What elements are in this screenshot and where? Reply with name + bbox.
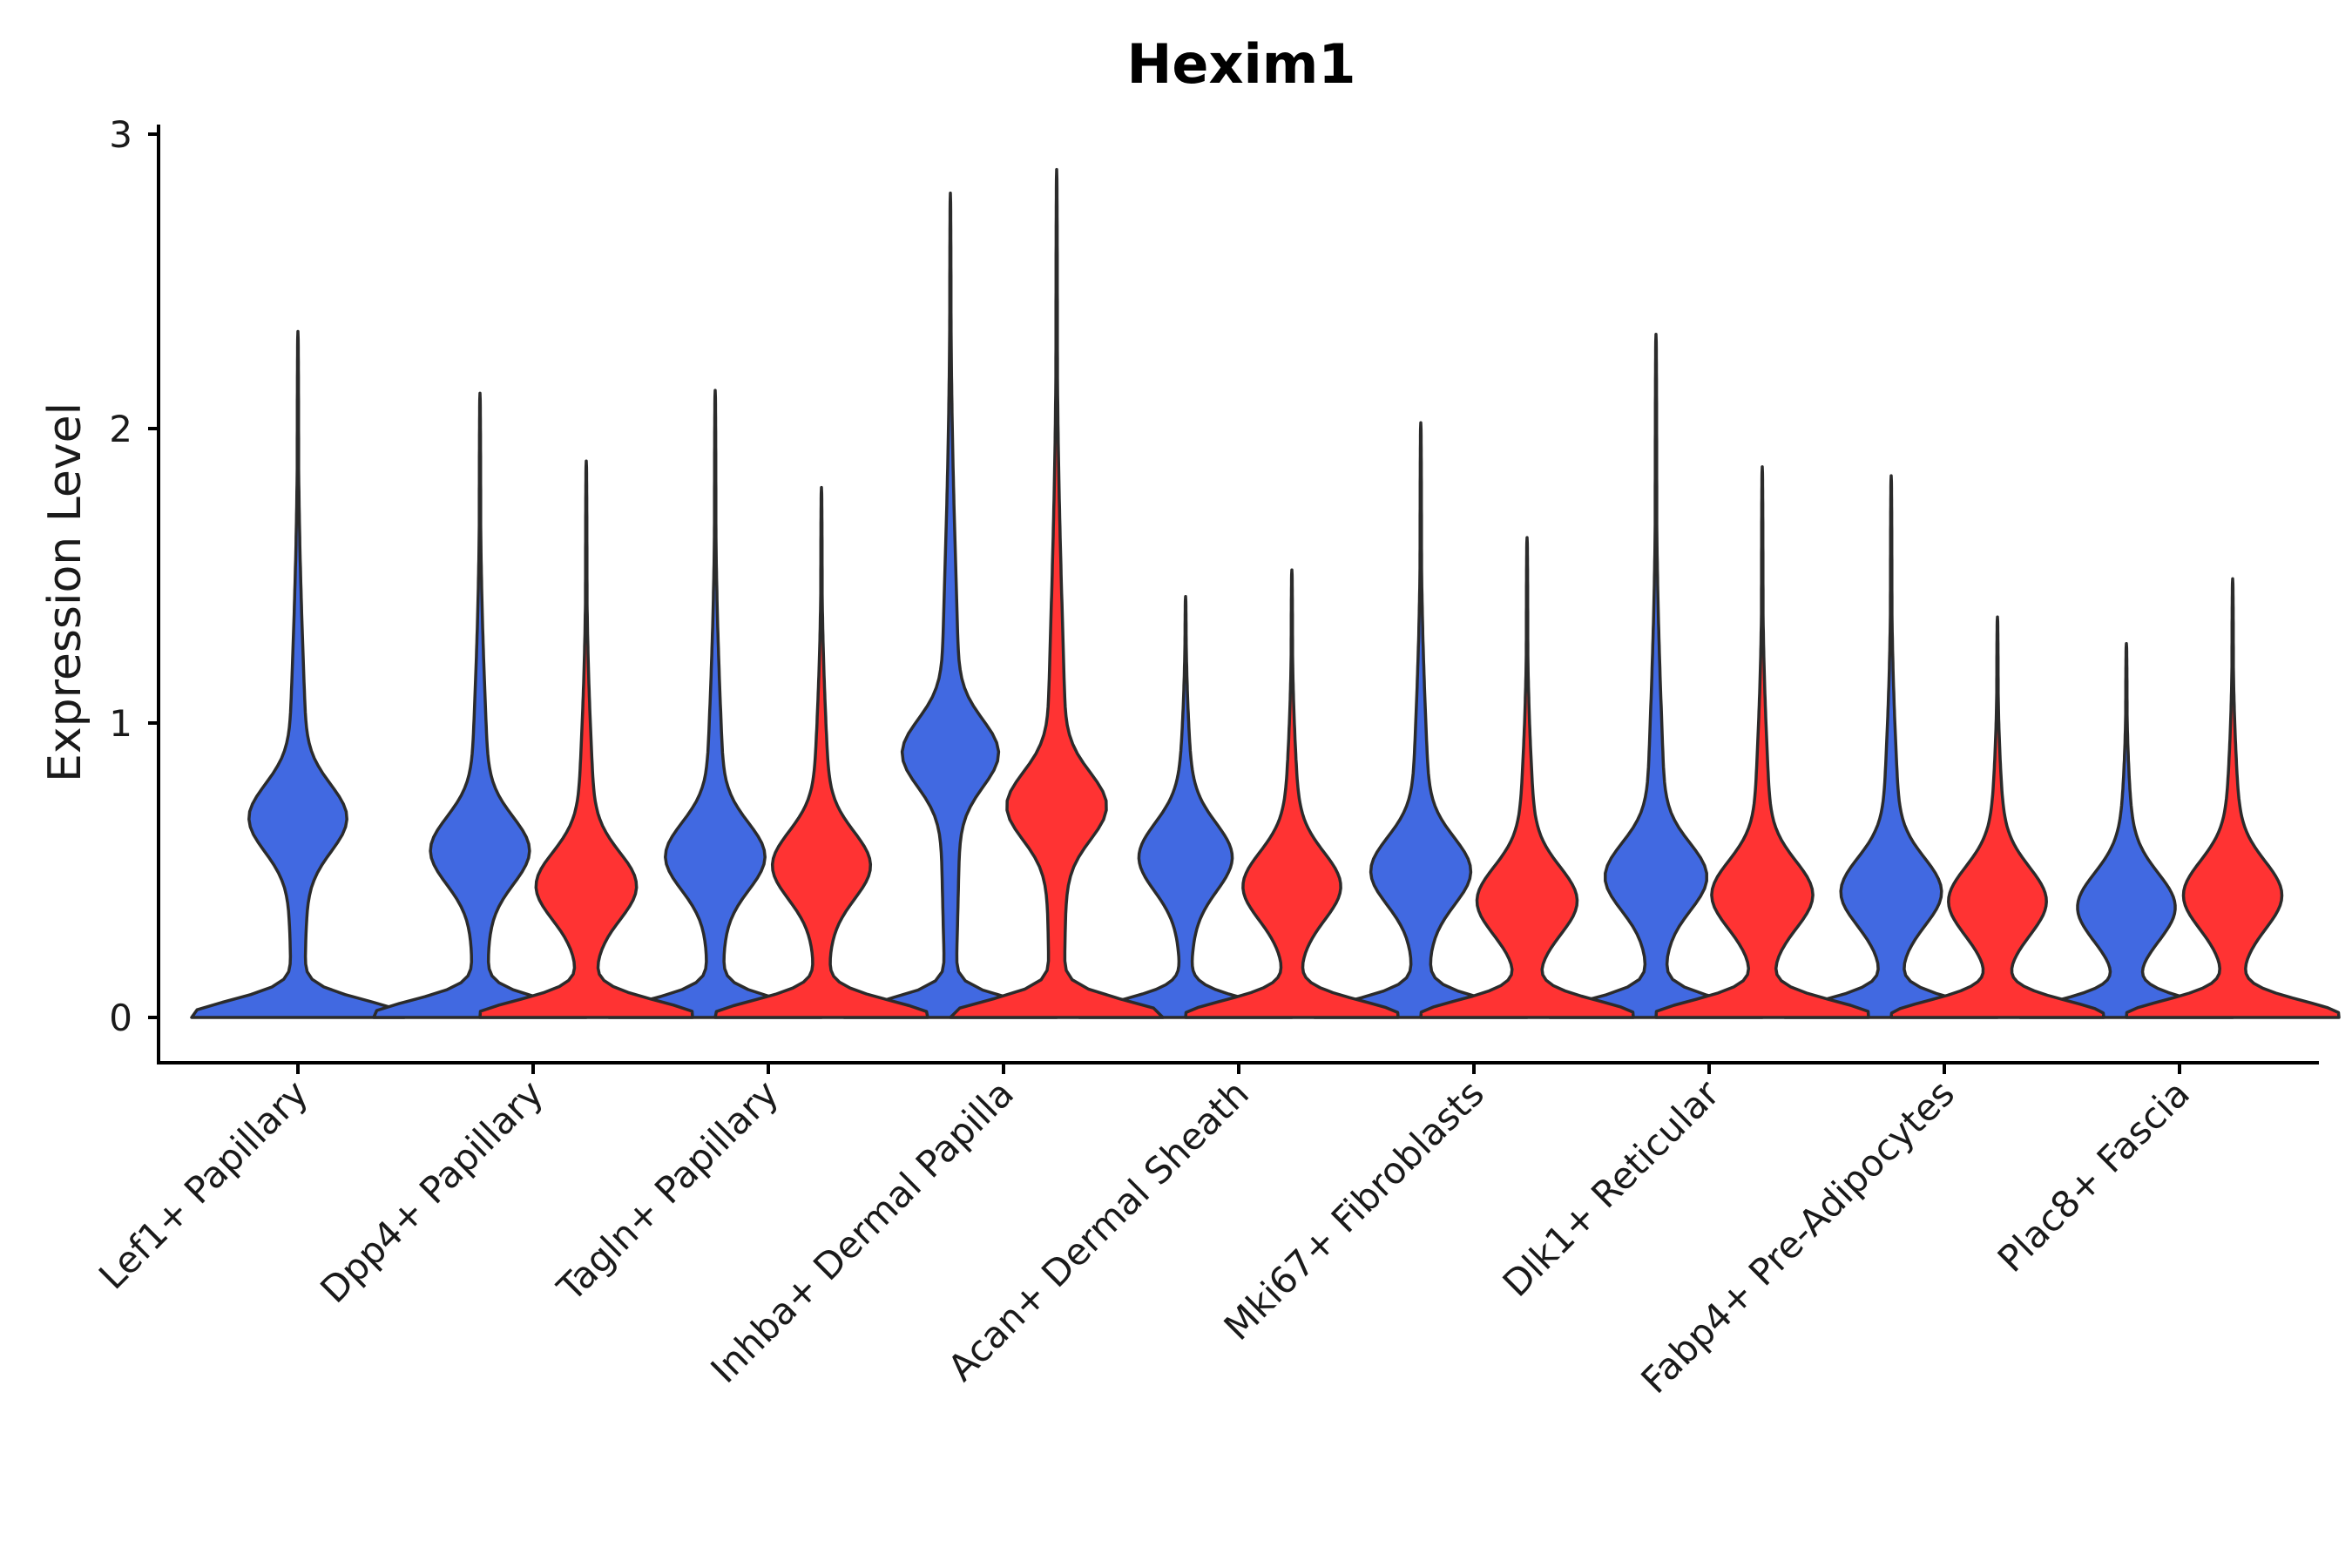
- x-tick-label: Plac8+ Fascia: [1990, 1071, 2198, 1280]
- violin-blue: [1078, 594, 1294, 1019]
- y-ticks: 0 1 2 3: [109, 113, 159, 1039]
- violin-blue: [372, 391, 588, 1019]
- violin-group: [190, 167, 2341, 1019]
- violin-blue: [1548, 333, 1764, 1019]
- violin-red: [478, 459, 694, 1019]
- violin-blue: [2018, 641, 2234, 1019]
- chart-title: Hexim1: [1127, 32, 1356, 96]
- y-tick-label: 3: [109, 113, 132, 156]
- violin-red: [1184, 568, 1400, 1019]
- x-tick-label: Lef1+ Papillary: [91, 1071, 316, 1297]
- x-tick-label: Dlk1+ Reticular: [1495, 1071, 1728, 1305]
- violin-red: [713, 485, 929, 1019]
- violin-red: [1419, 536, 1635, 1019]
- violin-blue: [1783, 474, 1999, 1019]
- violin-red: [1654, 465, 1870, 1019]
- violin-blue: [842, 191, 1058, 1019]
- x-tick-label: Tagln+ Papillary: [549, 1071, 787, 1309]
- y-tick-label: 2: [109, 408, 132, 450]
- y-axis-label: Expression Level: [39, 402, 91, 782]
- violin-blue: [607, 389, 823, 1019]
- violin-red: [2125, 577, 2341, 1019]
- y-tick-label: 1: [109, 702, 132, 745]
- violin-red: [949, 167, 1165, 1019]
- violin-red: [1889, 615, 2105, 1019]
- y-tick-label: 0: [109, 997, 132, 1039]
- x-tick-label: Dpp4+ Papillary: [312, 1071, 551, 1311]
- violin-blue: [190, 329, 406, 1019]
- violin-blue: [1313, 421, 1529, 1019]
- x-tick-label: Mki67+ Fibroblasts: [1216, 1071, 1492, 1348]
